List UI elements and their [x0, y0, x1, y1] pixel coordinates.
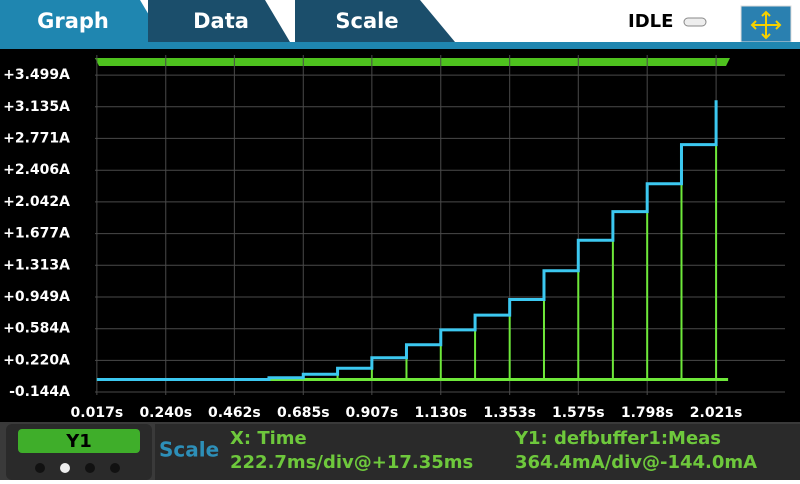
tab[interactable] [295, 0, 455, 42]
y-tick-label: -0.144A [9, 384, 70, 400]
x-tick-label: 0.017s [71, 405, 124, 421]
x-tick-label: 0.462s [208, 405, 261, 421]
x-tick-label: 0.240s [139, 405, 192, 421]
tab-label: Data [193, 9, 249, 33]
y-tick-label: +1.313A [3, 257, 70, 273]
mode-label: Scale [159, 438, 219, 462]
y-tick-label: +0.949A [3, 289, 70, 305]
x-tick-label: 1.130s [414, 405, 467, 421]
y-scale: 364.4mA/div@-144.0mA [515, 452, 757, 473]
x-name: X: Time [230, 428, 307, 449]
y-tick-label: +3.499A [3, 67, 70, 83]
x-tick-label: 1.798s [621, 405, 674, 421]
x-scale: 222.7ms/div@+17.35ms [230, 452, 473, 473]
info-panel [155, 424, 800, 480]
y-tick-label: +2.042A [3, 194, 70, 210]
x-tick-label: 1.353s [483, 405, 536, 421]
trace [96, 100, 718, 382]
page-dot [35, 463, 45, 473]
page-dot [110, 463, 120, 473]
plot-bg [0, 49, 800, 422]
x-tick-label: 0.907s [346, 405, 399, 421]
y-tick-label: +1.677A [3, 226, 70, 242]
y-tick-label: +2.771A [3, 130, 70, 146]
trace-button[interactable] [18, 429, 140, 453]
x-tick-label: 1.575s [552, 405, 605, 421]
x-tick-label: 2.021s [690, 405, 743, 421]
y-tick-label: +3.135A [3, 99, 70, 115]
trace-label: Y1 [65, 431, 92, 452]
y-name: Y1: defbuffer1:Meas [514, 428, 721, 449]
trigger-strip [95, 58, 730, 66]
status: IDLE [628, 11, 673, 32]
x-tick-label: 0.685s [277, 405, 330, 421]
tab-active[interactable] [0, 0, 165, 42]
y-tick-label: +2.406A [3, 162, 70, 178]
tab-label: Graph [37, 9, 109, 33]
menu-icon [750, 10, 782, 40]
header-strip [0, 42, 800, 49]
page-dot [60, 463, 70, 473]
status-indicator [683, 17, 707, 27]
tab[interactable] [148, 0, 290, 42]
tab-label: Scale [335, 9, 398, 33]
y-tick-label: +0.584A [3, 321, 70, 337]
y-tick-label: +0.220A [3, 352, 70, 368]
page-dot [85, 463, 95, 473]
